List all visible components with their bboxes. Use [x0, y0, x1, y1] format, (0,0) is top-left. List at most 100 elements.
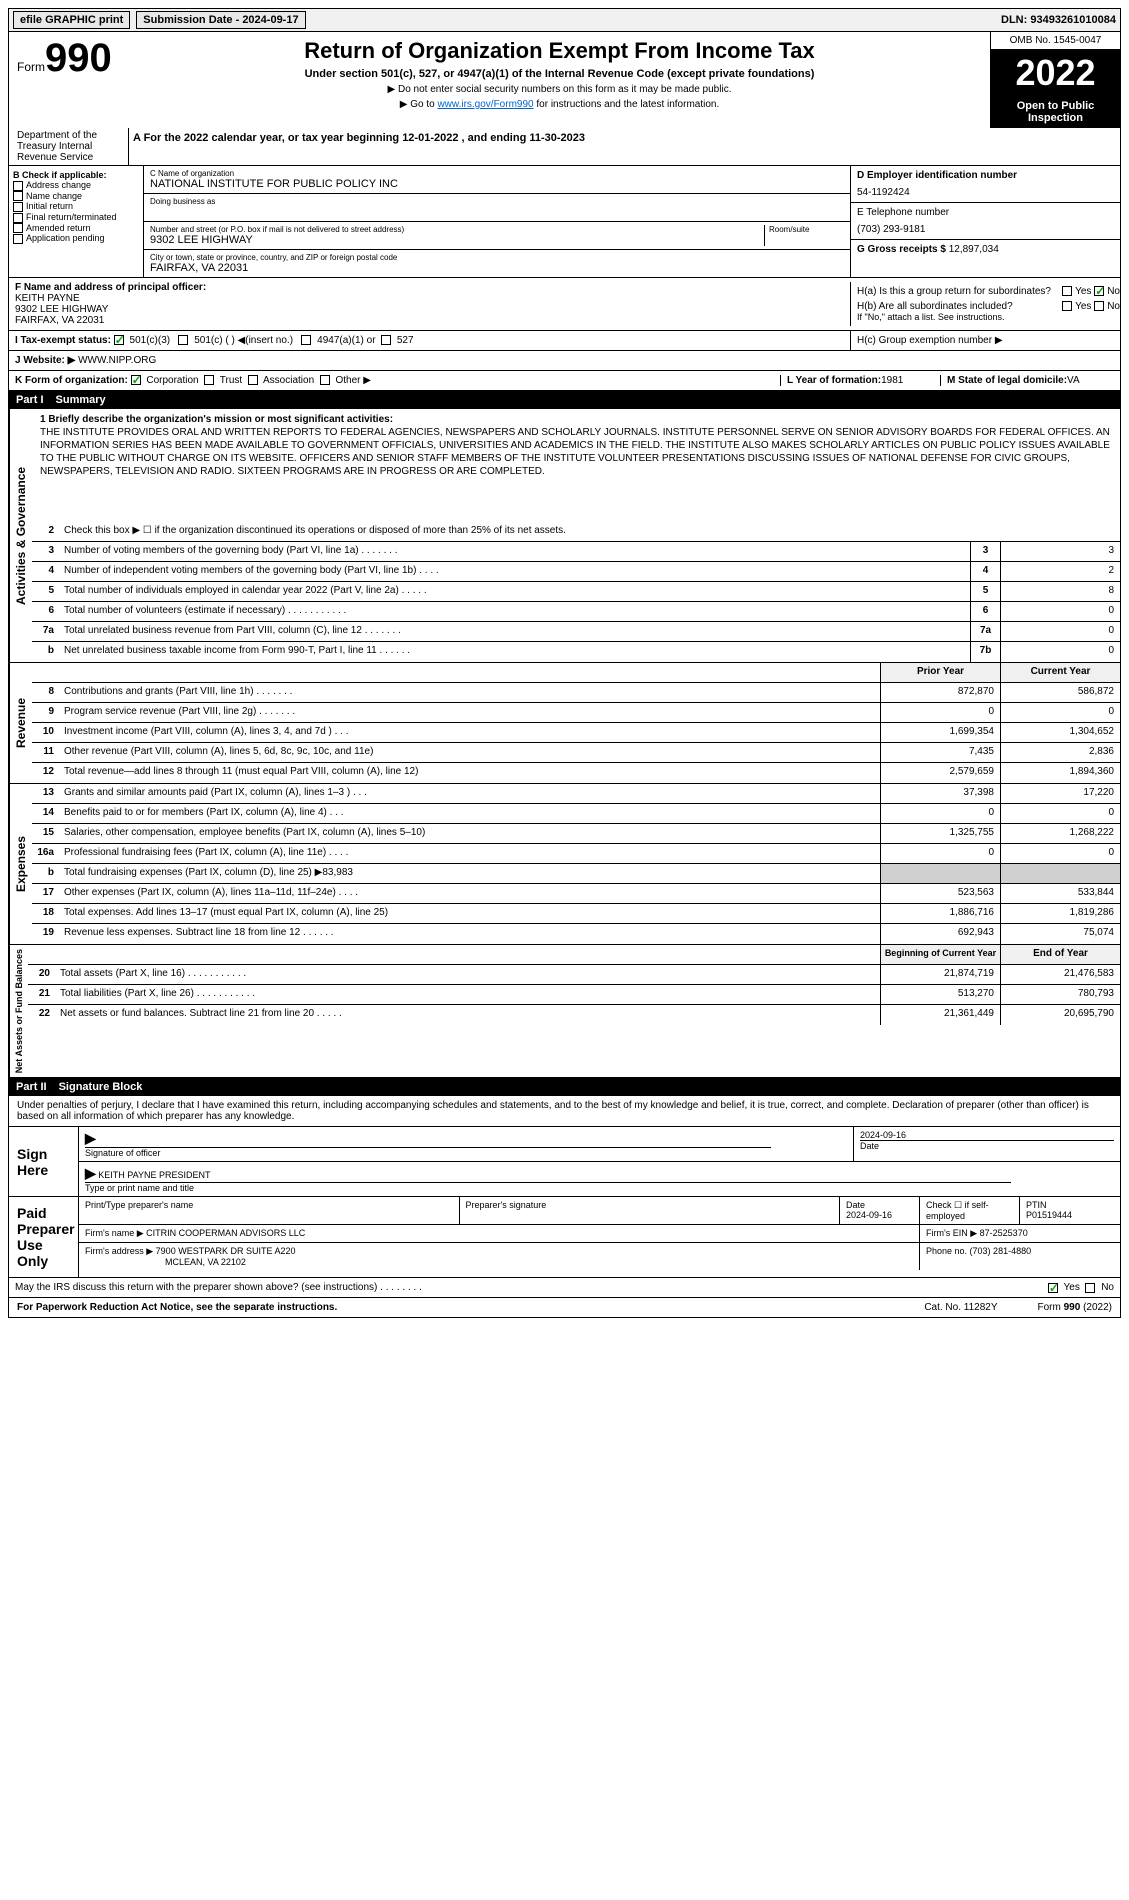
data-row: 8Contributions and grants (Part VIII, li… [32, 683, 1120, 703]
gov-row: 7aTotal unrelated business revenue from … [32, 622, 1120, 642]
check-final: Final return/terminated [13, 212, 139, 223]
l-section: L Year of formation: 1981 [780, 375, 940, 386]
gov-row: 3Number of voting members of the governi… [32, 542, 1120, 562]
signature-section: Under penalties of perjury, I declare th… [8, 1096, 1121, 1278]
data-row: 19Revenue less expenses. Subtract line 1… [32, 924, 1120, 944]
gross-receipts: 12,897,034 [949, 244, 999, 255]
data-row: 16aProfessional fundraising fees (Part I… [32, 844, 1120, 864]
governance-section: Activities & Governance 1 Briefly descri… [8, 409, 1121, 663]
mission-text: THE INSTITUTE PROVIDES ORAL AND WRITTEN … [40, 426, 1112, 478]
gov-row: bNet unrelated business taxable income f… [32, 642, 1120, 662]
officer-sig-cell: ▶ Signature of officer [79, 1127, 854, 1161]
b-label: B Check if applicable: [13, 170, 139, 180]
form-word: Form [17, 60, 45, 74]
check-initial: Initial return [13, 201, 139, 212]
mission-block: 1 Briefly describe the organization's mi… [32, 409, 1120, 522]
expenses-label: Expenses [9, 784, 32, 944]
section-c: C Name of organization NATIONAL INSTITUT… [144, 166, 850, 277]
check-application: Application pending [13, 233, 139, 244]
officer-row: F Name and address of principal officer:… [8, 278, 1121, 331]
discuss-row: May the IRS discuss this return with the… [8, 1278, 1121, 1298]
org-name: NATIONAL INSTITUTE FOR PUBLIC POLICY INC [150, 178, 844, 190]
title-block: Return of Organization Exempt From Incom… [129, 32, 990, 128]
check-name: Name change [13, 191, 139, 202]
street-address: 9302 LEE HIGHWAY [150, 234, 764, 246]
hc-section: H(c) Group exemption number ▶ [850, 331, 1120, 350]
data-row: 15Salaries, other compensation, employee… [32, 824, 1120, 844]
city-state-zip: FAIRFAX, VA 22031 [150, 262, 844, 274]
revenue-section: Revenue Prior Year Current Year 8Contrib… [8, 663, 1121, 784]
gov-row: 6Total number of volunteers (estimate if… [32, 602, 1120, 622]
h-section: H(a) Is this a group return for subordin… [850, 282, 1120, 326]
m-section: M State of legal domicile: VA [940, 375, 1120, 386]
form-number-block: Form990 [9, 32, 129, 128]
section-b: B Check if applicable: Address change Na… [9, 166, 144, 277]
website-value: WWW.NIPP.ORG [78, 355, 156, 366]
ptin-cell: PTINP01519444 [1020, 1197, 1120, 1224]
ein-value: 54-1192424 [857, 187, 1114, 198]
year-block: OMB No. 1545-0047 2022 Open to Public In… [990, 32, 1120, 128]
gov-row: 2Check this box ▶ ☐ if the organization … [32, 522, 1120, 542]
data-row: 10Investment income (Part VIII, column (… [32, 723, 1120, 743]
officer-name-cell: ▶ KEITH PAYNE PRESIDENT Type or print na… [79, 1162, 1120, 1196]
data-row: bTotal fundraising expenses (Part IX, co… [32, 864, 1120, 884]
data-row: 21Total liabilities (Part X, line 26) . … [28, 985, 1120, 1005]
sign-here-label: Sign Here [9, 1127, 79, 1196]
check-address: Address change [13, 180, 139, 191]
cat-no: Cat. No. 11282Y [924, 1302, 997, 1313]
data-row: 17Other expenses (Part IX, column (A), l… [32, 884, 1120, 904]
omb-number: OMB No. 1545-0047 [991, 32, 1120, 50]
officer-name: KEITH PAYNE [15, 293, 850, 304]
dept-label: Department of the Treasury Internal Reve… [9, 128, 129, 165]
city-row: City or town, state or province, country… [144, 250, 850, 277]
part2-header: Part II Signature Block [8, 1078, 1121, 1096]
data-row: 9Program service revenue (Part VIII, lin… [32, 703, 1120, 723]
gov-row: 4Number of independent voting members of… [32, 562, 1120, 582]
gross-cell: G Gross receipts $ 12,897,034 [851, 240, 1120, 259]
data-row: 20Total assets (Part X, line 16) . . . .… [28, 965, 1120, 985]
data-row: 13Grants and similar amounts paid (Part … [32, 784, 1120, 804]
irs-link[interactable]: www.irs.gov/Form990 [437, 99, 533, 110]
telephone: (703) 293-9181 [857, 224, 1114, 235]
dba-row: Doing business as [144, 194, 850, 222]
part1-header: Part I Summary [8, 391, 1121, 409]
org-name-row: C Name of organization NATIONAL INSTITUT… [144, 166, 850, 194]
check-501c3 [114, 335, 124, 345]
data-row: 18Total expenses. Add lines 13–17 (must … [32, 904, 1120, 924]
check-amended: Amended return [13, 223, 139, 234]
form-title: Return of Organization Exempt From Incom… [135, 38, 984, 64]
prep-name-label: Print/Type preparer's name [79, 1197, 460, 1224]
topbar: efile GRAPHIC print Submission Date - 20… [8, 8, 1121, 32]
net-assets-section: Net Assets or Fund Balances Beginning of… [8, 945, 1121, 1078]
dept-row: Department of the Treasury Internal Reve… [8, 128, 1121, 166]
ein-cell: D Employer identification number 54-1192… [851, 166, 1120, 203]
firm-phone-cell: Phone no. (703) 281-4880 [920, 1243, 1120, 1270]
penalty-text: Under penalties of perjury, I declare th… [9, 1096, 1120, 1126]
firm-ein-cell: Firm's EIN ▶ 87-2525370 [920, 1225, 1120, 1242]
section-d: D Employer identification number 54-1192… [850, 166, 1120, 277]
firm-addr-cell: Firm's address ▶ 7900 WESTPARK DR SUITE … [79, 1243, 920, 1270]
net-header-row: Beginning of Current Year End of Year [28, 945, 1120, 965]
data-row: 12Total revenue—add lines 8 through 11 (… [32, 763, 1120, 783]
tax-year: 2022 [991, 50, 1120, 96]
firm-name-cell: Firm's name ▶ CITRIN COOPERMAN ADVISORS … [79, 1225, 920, 1242]
data-row: 14Benefits paid to or for members (Part … [32, 804, 1120, 824]
prep-date: Date2024-09-16 [840, 1197, 920, 1224]
form-ref: Form 990 (2022) [1038, 1302, 1112, 1313]
ssn-note: ▶ Do not enter social security numbers o… [135, 84, 984, 95]
submission-date-button[interactable]: Submission Date - 2024-09-17 [136, 11, 305, 29]
data-row: 11Other revenue (Part VIII, column (A), … [32, 743, 1120, 763]
efile-button[interactable]: efile GRAPHIC print [13, 11, 130, 29]
gov-row: 5Total number of individuals employed in… [32, 582, 1120, 602]
paid-preparer-label: Paid Preparer Use Only [9, 1197, 79, 1277]
expenses-section: Expenses 13Grants and similar amounts pa… [8, 784, 1121, 945]
data-row: 22Net assets or fund balances. Subtract … [28, 1005, 1120, 1025]
self-employed: Check ☐ if self-employed [920, 1197, 1020, 1224]
tax-exempt-row: I Tax-exempt status: 501(c)(3) 501(c) ( … [8, 331, 1121, 351]
tel-cell: E Telephone number (703) 293-9181 [851, 203, 1120, 240]
info-grid: B Check if applicable: Address change Na… [8, 166, 1121, 278]
sig-date-cell: 2024-09-16 Date [854, 1127, 1120, 1161]
footer: For Paperwork Reduction Act Notice, see … [8, 1298, 1121, 1318]
link-note: ▶ Go to www.irs.gov/Form990 for instruct… [135, 99, 984, 110]
governance-label: Activities & Governance [9, 409, 32, 662]
